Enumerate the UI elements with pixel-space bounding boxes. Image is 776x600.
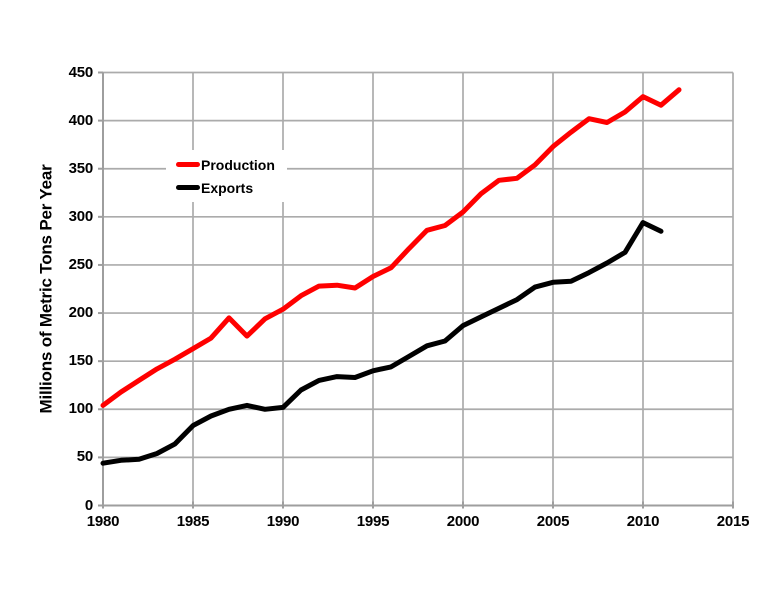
y-tick-label: 450: [68, 63, 94, 81]
x-tick-label: 2000: [446, 513, 480, 530]
production-line-swatch: [176, 162, 200, 167]
y-tick-label: 400: [68, 111, 94, 129]
series-line-production: [100, 87, 682, 408]
y-axis-title: Millions of Metric Tons Per Year: [36, 164, 56, 414]
x-tick-label: 1990: [266, 513, 300, 530]
legend-label-exports: Exports: [201, 179, 254, 196]
x-tick-label: 1980: [86, 513, 120, 530]
legend-item-exports: Exports: [176, 176, 275, 199]
y-axis-title-wrap: Millions of Metric Tons Per Year: [28, 72, 64, 506]
x-tick-label: 1985: [176, 513, 210, 530]
y-tick-label: 150: [68, 352, 94, 370]
x-tick-label: 2005: [536, 513, 570, 530]
series-line-exports: [100, 220, 664, 466]
legend-item-production: Production: [176, 153, 275, 176]
y-tick-label: 350: [68, 159, 94, 177]
legend-label-production: Production: [201, 156, 275, 173]
x-tick-label: 2010: [626, 513, 660, 530]
x-tick-label: 2015: [716, 513, 750, 530]
x-tick-label: 1995: [356, 513, 390, 530]
y-tick-label: 100: [68, 400, 94, 418]
y-tick-label: 0: [84, 496, 93, 514]
y-tick-label: 200: [68, 304, 94, 322]
y-tick-label: 250: [68, 255, 94, 273]
y-tick-label: 300: [68, 207, 94, 225]
y-tick-label: 50: [76, 448, 93, 466]
legend: Production Exports: [166, 150, 287, 202]
exports-line-swatch: [176, 185, 200, 190]
